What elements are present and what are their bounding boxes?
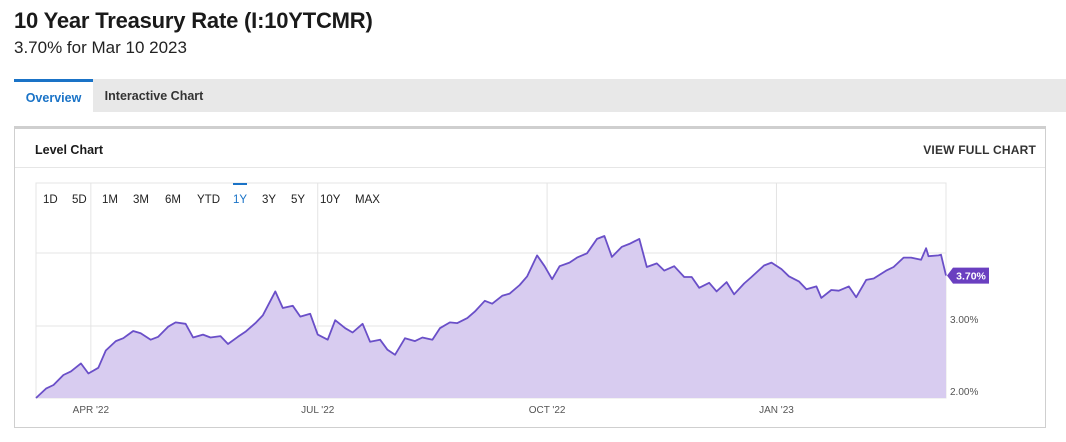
range-1d[interactable]: 1D [43,194,58,206]
range-ytd[interactable]: YTD [197,194,220,206]
tab-bar: Overview Interactive Chart [14,79,1066,112]
tab-overview[interactable]: Overview [14,79,93,112]
x-tick-label: JAN '23 [759,405,794,416]
last-value-label: 3.70% [956,271,986,283]
x-tick-label: OCT '22 [529,405,566,416]
y-axis-ticks: 2.00% 3.00% [950,315,978,398]
last-value-badge: 3.70% [947,267,989,284]
range-10y[interactable]: 10Y [320,194,341,206]
y-tick-label: 3.00% [950,315,978,326]
last-value-badge-shape [947,267,989,284]
card-title: Level Chart [35,143,104,157]
chart-series-line [35,235,947,399]
card-divider [15,167,1045,168]
range-5d[interactable]: 5D [72,194,87,206]
range-1m[interactable]: 1M [102,194,118,206]
y-tick-label: 2.00% [950,387,978,398]
range-3m[interactable]: 3M [133,194,149,206]
x-tick-label: JUL '22 [301,405,335,416]
chart-area-fill [36,236,946,398]
page-title: 10 Year Treasury Rate (I:10YTCMR) [14,8,373,33]
view-full-chart-link[interactable]: VIEW FULL CHART [923,143,1036,157]
tab-interactive-chart[interactable]: Interactive Chart [104,89,204,103]
page-subtitle: 3.70% for Mar 10 2023 [14,38,187,57]
range-5y[interactable]: 5Y [291,194,306,206]
x-tick-label: APR '22 [73,405,110,416]
range-1y[interactable]: 1Y [233,183,248,209]
range-max[interactable]: MAX [355,194,380,206]
range-3y[interactable]: 3Y [262,194,277,206]
range-6m[interactable]: 6M [165,194,181,206]
x-axis-ticks: APR '22 JUL '22 OCT '22 JAN '23 [73,405,795,416]
